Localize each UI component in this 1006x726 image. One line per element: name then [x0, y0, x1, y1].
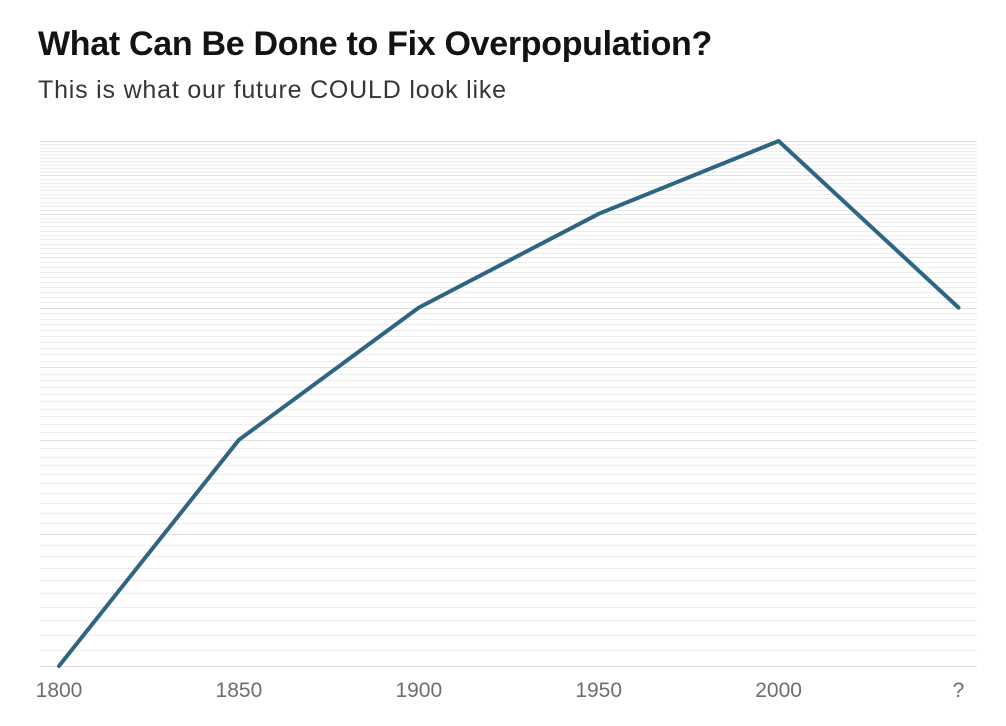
x-tick-label: 1950 — [575, 679, 622, 702]
x-tick-label: 1800 — [36, 679, 83, 702]
page-subtitle: This is what our future COULD look like — [38, 76, 507, 104]
x-tick-label: 1900 — [395, 679, 442, 702]
page-title: What Can Be Done to Fix Overpopulation? — [38, 25, 712, 63]
population-line — [57, 139, 961, 668]
chart-header: What Can Be Done to Fix Overpopulation? … — [38, 24, 986, 104]
x-tick-label: 2000 — [755, 679, 802, 702]
x-tick-label: 1850 — [216, 679, 263, 702]
x-tick-label: ? — [953, 679, 965, 702]
